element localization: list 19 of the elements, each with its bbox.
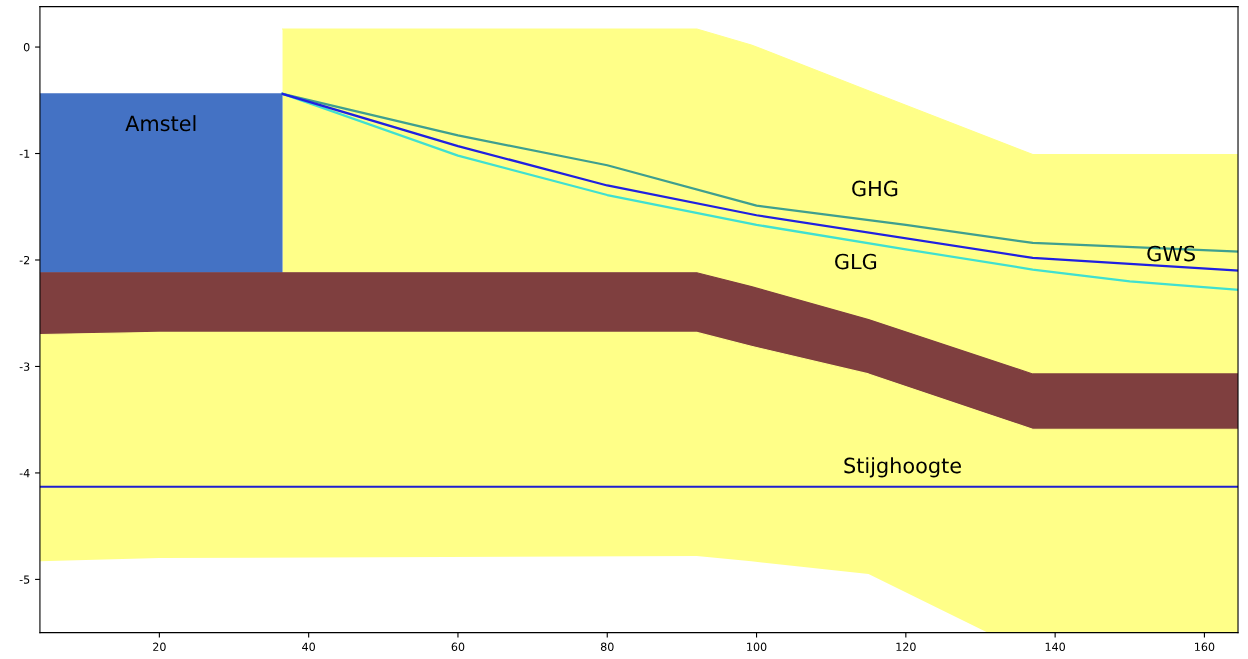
y-tick-label: -5 [19,575,30,584]
series-label: GHG [852,180,898,197]
x-tick-label: 60 [451,642,465,651]
x-tick-label: 80 [600,642,614,651]
x-tick-label: 160 [1195,642,1215,651]
x-tick-label: 140 [1045,642,1065,651]
series-label: GWS [1147,245,1195,262]
series-label: GLG [835,253,877,270]
y-tick-label: 0 [23,43,30,52]
series-label: Amstel [125,115,196,132]
x-tick-label: 120 [896,642,916,651]
x-tick-label: 40 [302,642,315,651]
y-tick-label: -2 [19,255,30,265]
y-tick-label: -3 [19,362,30,371]
y-tick-label: -1 [19,149,30,158]
ref-line-label: Stijghoogte [844,457,961,478]
x-tick-label: 20 [153,642,166,651]
x-tick-label: 100 [747,642,767,651]
y-tick-label: -4 [19,469,30,478]
